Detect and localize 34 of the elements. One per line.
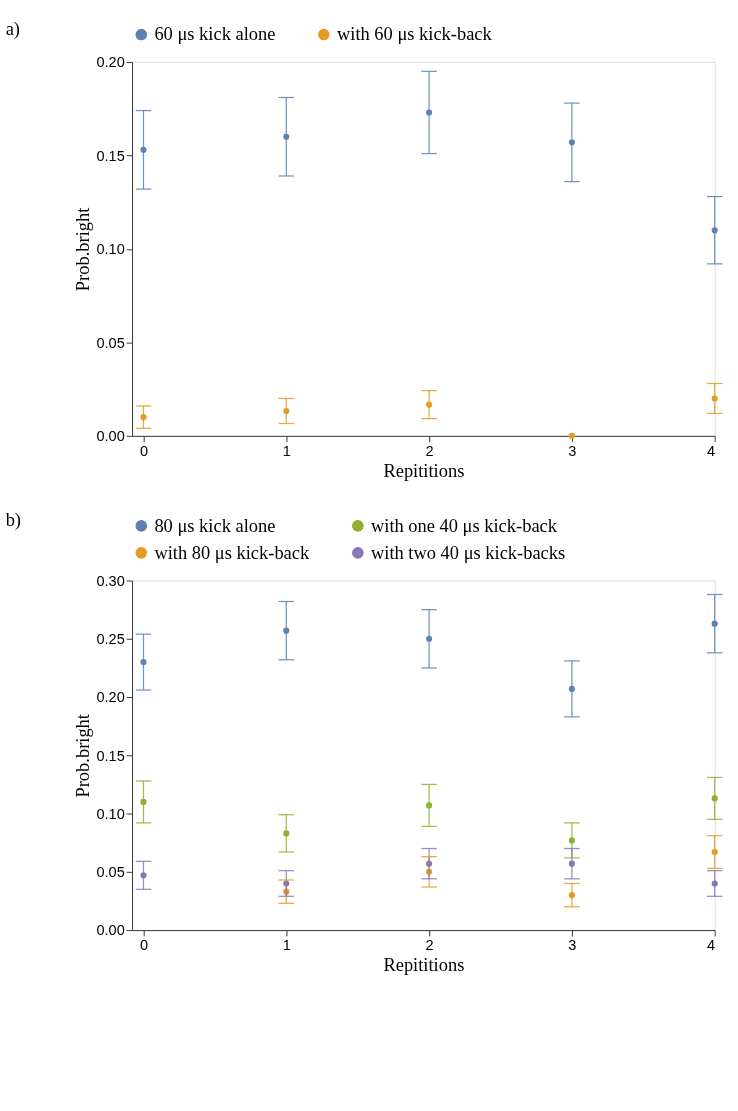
- x-tick-label: 1: [282, 442, 291, 459]
- y-tick-label: 0.20: [96, 54, 125, 71]
- legend-label: with 80 μs kick-back: [154, 542, 310, 563]
- y-tick-label: 0.05: [96, 864, 125, 881]
- y-axis-title: Prob.bright: [72, 713, 93, 798]
- legend-label: with two 40 μs kick-backs: [370, 542, 566, 563]
- x-tick-label: 0: [139, 937, 149, 954]
- chart-title: a): [5, 18, 20, 40]
- legend-label: 60 μs kick alone: [154, 24, 276, 45]
- x-tick-label: 0: [139, 442, 149, 459]
- legend-label: with one 40 μs kick-back: [370, 515, 558, 536]
- x-tick-label: 2: [425, 442, 434, 459]
- legend-label: 80 μs kick alone: [154, 515, 276, 536]
- legend-label: with 60 μs kick-back: [336, 24, 493, 45]
- y-tick-label: 0.20: [96, 689, 125, 706]
- y-tick-label: 0.05: [96, 334, 125, 351]
- x-tick-label: 2: [425, 937, 434, 954]
- y-tick-label: 0.00: [96, 922, 125, 939]
- y-tick-label: 0.30: [96, 572, 125, 589]
- chart-title: b): [5, 510, 21, 532]
- y-tick-label: 0.00: [96, 428, 125, 445]
- x-tick-label: 4: [707, 442, 716, 459]
- x-tick-label: 3: [568, 442, 577, 459]
- x-tick-label: 1: [282, 937, 291, 954]
- y-tick-label: 0.15: [96, 147, 125, 164]
- y-tick-label: 0.25: [96, 631, 125, 648]
- x-tick-label: 3: [568, 937, 577, 954]
- y-tick-label: 0.10: [96, 241, 125, 258]
- x-axis-title: Repititions: [383, 955, 465, 976]
- y-axis-title: Prob.bright: [72, 206, 93, 292]
- x-axis-title: Repititions: [383, 461, 465, 482]
- y-tick-label: 0.10: [96, 805, 125, 822]
- y-tick-label: 0.15: [96, 747, 125, 764]
- x-tick-label: 4: [707, 937, 716, 954]
